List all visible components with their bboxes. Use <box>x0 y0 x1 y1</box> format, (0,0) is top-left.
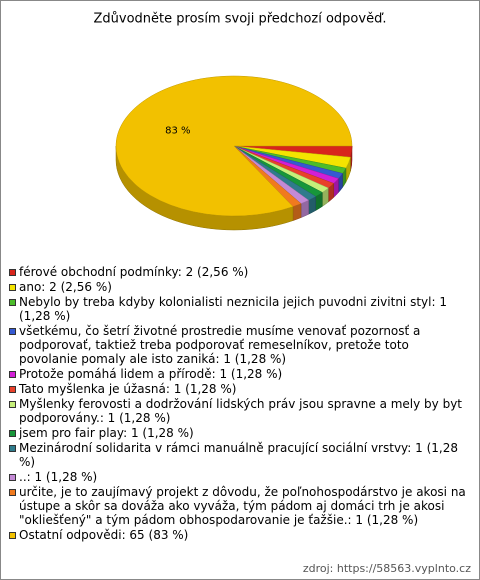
legend-label: Ostatní odpovědi: 65 (83 %) <box>19 528 189 542</box>
legend-item: všetkému, čo šetrí životné prostredie mu… <box>9 324 471 366</box>
legend-swatch <box>9 269 16 276</box>
legend-label: Mezinárodní solidarita v rámci manuálně … <box>19 441 458 469</box>
legend-label: Myšlenky ferovosti a dodržování lidských… <box>19 397 463 425</box>
legend-item: ..: 1 (1,28 %) <box>9 470 471 484</box>
legend-swatch <box>9 430 16 437</box>
slice <box>115 75 353 217</box>
legend-item: ano: 2 (2,56 %) <box>9 280 471 294</box>
legend-label: férové obchodní podmínky: 2 (2,56 %) <box>19 265 249 279</box>
source: zdroj: https://58563.vyplnto.cz <box>302 562 471 575</box>
legend-label: určite, je to zaujímavý projekt z dôvodu… <box>19 485 466 527</box>
legend-swatch <box>9 328 16 335</box>
legend: férové obchodní podmínky: 2 (2,56 %) ano:… <box>9 265 471 543</box>
legend-label: jsem pro fair play: 1 (1,28 %) <box>19 426 194 440</box>
legend-label: Protože pomáhá lidem a přírodě: 1 (1,28 … <box>19 367 283 381</box>
legend-label: Tato myšlenka je úžasná: 1 (1,28 %) <box>19 382 237 396</box>
legend-swatch <box>9 299 16 306</box>
legend-item: Protože pomáhá lidem a přírodě: 1 (1,28 … <box>9 367 471 381</box>
legend-label: všetkému, čo šetrí životné prostredie mu… <box>19 324 421 366</box>
legend-swatch <box>9 284 16 291</box>
legend-swatch <box>9 445 16 452</box>
legend-item: určite, je to zaujímavý projekt z dôvodu… <box>9 485 471 527</box>
legend-swatch <box>9 532 16 539</box>
legend-swatch <box>9 489 16 496</box>
legend-swatch <box>9 371 16 378</box>
legend-label: Nebylo by treba kdyby kolonialisti nezni… <box>19 295 447 323</box>
legend-swatch <box>9 474 16 481</box>
legend-item: jsem pro fair play: 1 (1,28 %) <box>9 426 471 440</box>
legend-item: Nebylo by treba kdyby kolonialisti nezni… <box>9 295 471 323</box>
legend-swatch <box>9 401 16 408</box>
legend-item: Myšlenky ferovosti a dodržování lidských… <box>9 397 471 425</box>
legend-swatch <box>9 386 16 393</box>
data-label: 83 % <box>165 125 190 136</box>
legend-item: Ostatní odpovědi: 65 (83 %) <box>9 528 471 542</box>
legend-item: Mezinárodní solidarita v rámci manuálně … <box>9 441 471 469</box>
legend-item: férové obchodní podmínky: 2 (2,56 %) <box>9 265 471 279</box>
legend-label: ano: 2 (2,56 %) <box>19 280 112 294</box>
chart: Zdůvodněte prosím svoji předchozí odpově… <box>94 12 387 231</box>
legend-item: Tato myšlenka je úžasná: 1 (1,28 %) <box>9 382 471 396</box>
legend-label: ..: 1 (1,28 %) <box>19 470 98 484</box>
chart-title: Zdůvodněte prosím svoji předchozí odpově… <box>94 12 387 27</box>
